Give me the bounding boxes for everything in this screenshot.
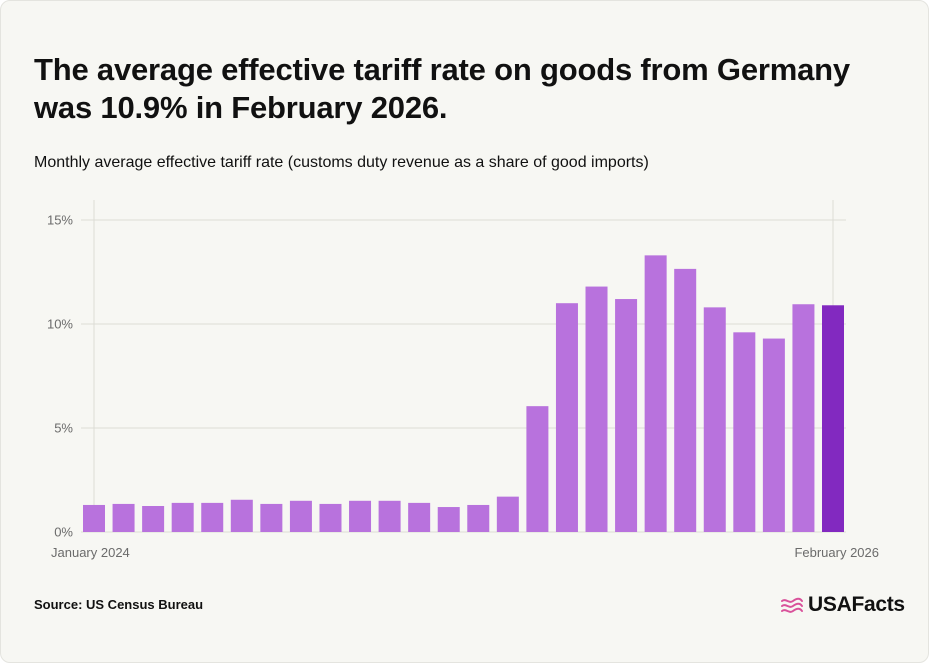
bar: [171, 502, 194, 532]
bar: [349, 500, 372, 532]
bar: [644, 255, 667, 533]
bar: [674, 268, 697, 532]
bar: [260, 503, 283, 532]
bar: [526, 406, 549, 532]
bar: [496, 496, 519, 532]
bar: [142, 506, 165, 532]
bar: [378, 500, 401, 532]
bar: [408, 502, 431, 532]
bar: [319, 503, 342, 532]
bar: [733, 332, 756, 532]
bar: [289, 500, 312, 532]
bar: [230, 499, 253, 532]
logo-text: USAFacts: [808, 593, 905, 616]
bar: [792, 304, 815, 532]
flag-icon: [781, 597, 803, 613]
usafacts-logo: USAFacts: [780, 593, 905, 617]
bar: [437, 507, 460, 532]
y-tick-label: 10%: [47, 317, 73, 332]
bar: [467, 504, 490, 532]
bar: [83, 504, 105, 532]
bar-chart: 0% 5% 10% 15% January 2024 February 2026: [47, 200, 879, 560]
x-tick-label: January 2024: [51, 545, 130, 560]
y-tick-label: 15%: [47, 213, 73, 228]
bar: [555, 303, 578, 532]
bar: [585, 286, 608, 532]
bar: [762, 338, 785, 532]
chart-title: The average effective tariff rate on goo…: [34, 52, 850, 125]
bar: [201, 502, 224, 532]
bar: [615, 299, 638, 532]
bar: [112, 503, 135, 532]
bar: [703, 307, 726, 532]
y-tick-label: 0%: [54, 525, 73, 540]
x-tick-label: February 2026: [794, 545, 879, 560]
source-note: Source: US Census Bureau: [34, 597, 204, 612]
bar-highlight: [822, 305, 844, 532]
chart-subtitle: Monthly average effective tariff rate (c…: [34, 154, 649, 171]
y-tick-label: 5%: [54, 421, 73, 436]
